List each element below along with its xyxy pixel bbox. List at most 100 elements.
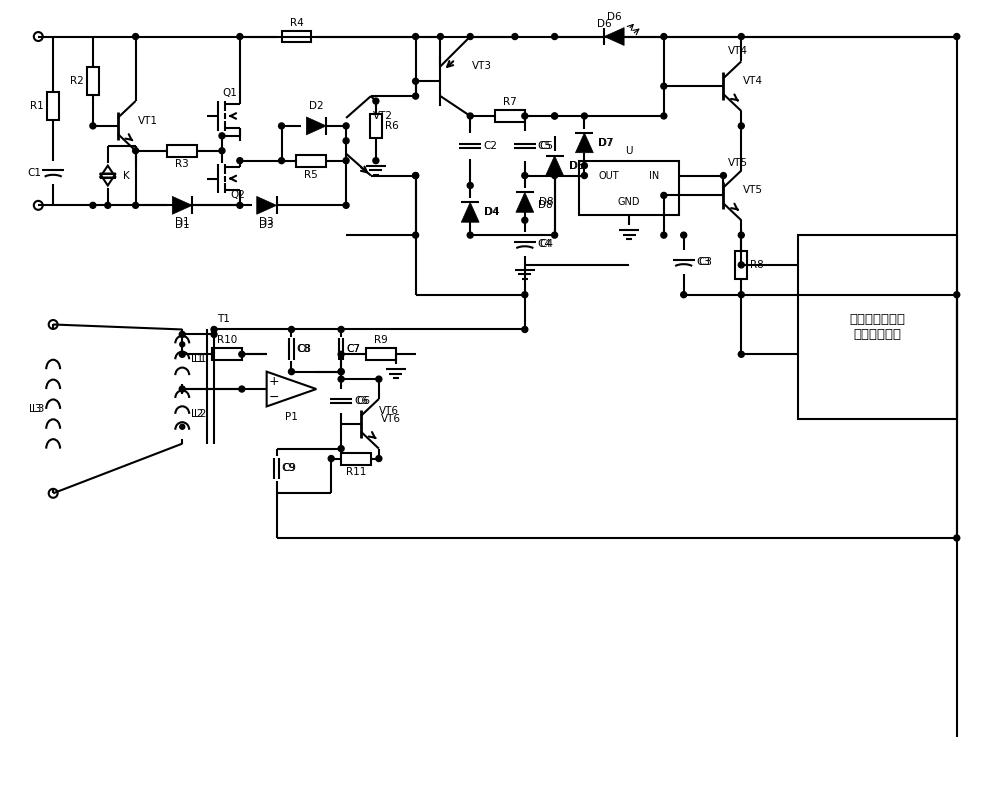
Text: C9: C9	[282, 463, 296, 473]
Polygon shape	[257, 196, 277, 215]
Circle shape	[413, 173, 419, 178]
Circle shape	[661, 34, 667, 39]
Circle shape	[467, 232, 473, 238]
Text: IN: IN	[649, 170, 659, 181]
Text: VT1: VT1	[138, 116, 158, 126]
Circle shape	[413, 232, 419, 238]
Text: −: −	[268, 391, 279, 403]
Text: VT5: VT5	[728, 158, 748, 167]
Text: R8: R8	[750, 260, 764, 270]
Text: C6: C6	[354, 396, 368, 406]
Text: R11: R11	[346, 467, 366, 477]
Circle shape	[552, 113, 558, 119]
Text: D2: D2	[309, 101, 324, 111]
Circle shape	[211, 327, 217, 332]
Circle shape	[661, 83, 667, 89]
Text: D5: D5	[570, 161, 584, 170]
Text: +: +	[268, 375, 279, 387]
Text: GND: GND	[618, 197, 640, 208]
Bar	[735, 251, 747, 279]
Circle shape	[288, 327, 294, 332]
Circle shape	[376, 376, 382, 382]
Circle shape	[219, 133, 225, 139]
Text: D4: D4	[485, 208, 500, 217]
Circle shape	[133, 34, 139, 39]
Text: D6: D6	[607, 12, 622, 21]
Circle shape	[467, 182, 473, 189]
Text: R6: R6	[385, 121, 399, 131]
Text: VT6: VT6	[381, 413, 401, 424]
Circle shape	[413, 173, 419, 178]
Circle shape	[522, 173, 528, 178]
Circle shape	[179, 351, 185, 357]
Polygon shape	[546, 155, 564, 176]
Text: D6: D6	[597, 19, 612, 28]
Circle shape	[738, 292, 744, 297]
Text: VT6: VT6	[379, 406, 399, 416]
Text: D5: D5	[569, 161, 583, 170]
Text: C5: C5	[540, 140, 554, 151]
Text: C5: C5	[538, 140, 552, 151]
Circle shape	[522, 217, 528, 223]
Circle shape	[738, 262, 744, 268]
Circle shape	[338, 446, 344, 451]
Circle shape	[343, 123, 349, 129]
Text: OUT: OUT	[599, 170, 620, 181]
Circle shape	[338, 327, 344, 332]
Circle shape	[552, 34, 558, 39]
Circle shape	[581, 163, 587, 169]
Text: D3: D3	[259, 217, 274, 227]
Circle shape	[954, 535, 960, 541]
Circle shape	[552, 173, 558, 178]
Text: D7: D7	[599, 138, 614, 148]
Bar	[341, 453, 371, 465]
Text: C6: C6	[356, 396, 370, 406]
Circle shape	[237, 158, 243, 163]
Circle shape	[720, 173, 726, 178]
Circle shape	[467, 34, 473, 39]
Circle shape	[522, 113, 528, 119]
Text: R10: R10	[217, 335, 237, 346]
Polygon shape	[172, 196, 192, 215]
Text: R9: R9	[374, 335, 388, 346]
Circle shape	[343, 202, 349, 208]
Circle shape	[681, 292, 687, 297]
Bar	[282, 31, 311, 43]
Circle shape	[338, 368, 344, 375]
Circle shape	[552, 113, 558, 119]
Text: C7: C7	[347, 344, 361, 354]
Circle shape	[328, 455, 334, 462]
Circle shape	[237, 34, 243, 39]
Circle shape	[661, 113, 667, 119]
Text: VT4: VT4	[743, 77, 763, 86]
Circle shape	[954, 292, 960, 297]
Polygon shape	[604, 28, 624, 46]
Circle shape	[661, 193, 667, 198]
Text: L3: L3	[29, 404, 41, 414]
Text: C7: C7	[346, 344, 360, 354]
Bar	[47, 92, 59, 120]
Bar	[366, 348, 396, 361]
Circle shape	[105, 202, 111, 208]
Text: C3: C3	[697, 257, 711, 267]
Circle shape	[239, 386, 245, 392]
Text: Q2: Q2	[230, 190, 245, 200]
Circle shape	[552, 232, 558, 238]
Circle shape	[376, 455, 382, 462]
Circle shape	[179, 331, 185, 338]
Polygon shape	[306, 117, 326, 135]
Text: C4: C4	[538, 239, 552, 249]
Circle shape	[467, 113, 473, 119]
Text: L2: L2	[191, 409, 204, 419]
Circle shape	[219, 148, 225, 154]
Text: D1: D1	[175, 220, 190, 230]
Circle shape	[338, 376, 344, 382]
Circle shape	[133, 148, 139, 154]
Circle shape	[522, 292, 528, 297]
Polygon shape	[575, 133, 593, 153]
Circle shape	[343, 158, 349, 163]
Circle shape	[581, 113, 587, 119]
Circle shape	[738, 351, 744, 357]
Text: L3: L3	[32, 404, 44, 414]
Text: C8: C8	[297, 344, 311, 354]
